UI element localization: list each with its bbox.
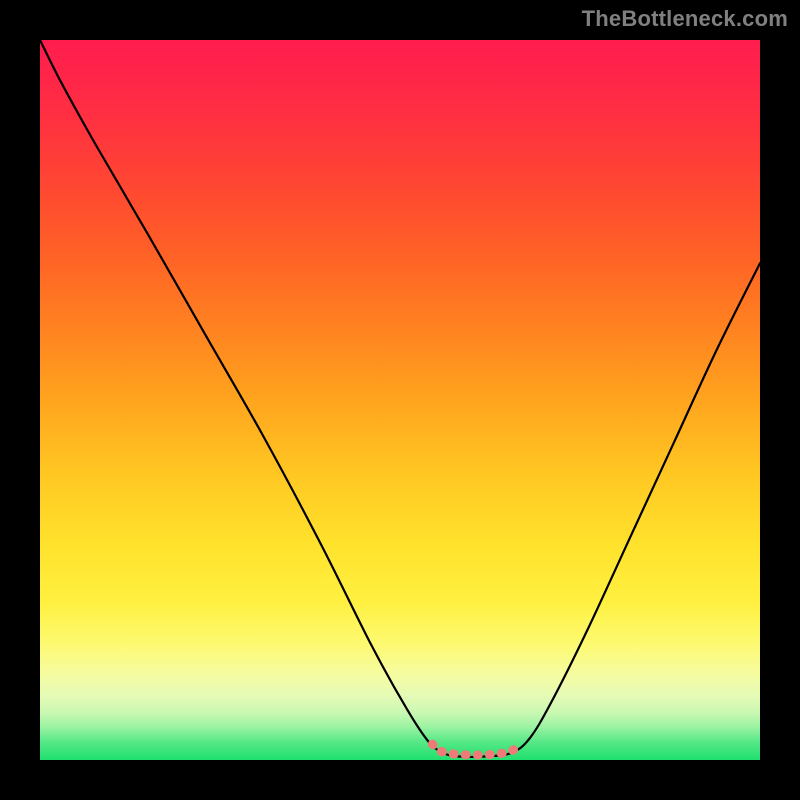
attribution-text: TheBottleneck.com [582,6,788,32]
bottleneck-chart [0,0,800,800]
chart-gradient-background [40,40,760,760]
chart-frame: TheBottleneck.com [0,0,800,800]
